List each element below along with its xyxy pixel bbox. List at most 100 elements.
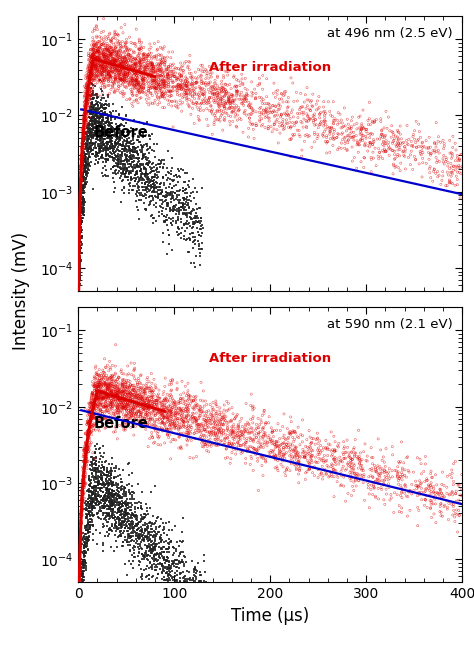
Point xyxy=(182,414,190,424)
Point xyxy=(89,413,97,423)
Point xyxy=(133,126,140,136)
Point xyxy=(101,375,109,386)
Point xyxy=(150,52,158,62)
Point xyxy=(82,453,90,463)
Point xyxy=(177,397,184,408)
Point xyxy=(436,492,444,502)
Point xyxy=(176,558,184,568)
Point xyxy=(331,457,339,467)
Point xyxy=(93,495,101,505)
Point xyxy=(83,441,91,452)
Point xyxy=(189,221,196,232)
Point xyxy=(85,490,92,501)
Point xyxy=(245,132,252,142)
Point xyxy=(147,212,155,222)
Point xyxy=(90,395,98,406)
Point xyxy=(83,88,91,98)
Point xyxy=(119,395,127,406)
Point xyxy=(79,597,86,607)
Point xyxy=(261,602,268,612)
Point xyxy=(146,518,153,528)
Point xyxy=(344,442,351,452)
Point xyxy=(187,581,195,591)
Point xyxy=(199,66,206,76)
Point xyxy=(207,83,215,93)
Point xyxy=(345,457,352,468)
Point xyxy=(188,83,196,94)
Point xyxy=(96,389,103,400)
Point xyxy=(172,170,180,180)
Point xyxy=(76,173,84,183)
Point xyxy=(287,310,294,320)
Point xyxy=(198,213,205,223)
Point xyxy=(165,573,173,583)
Point xyxy=(91,385,99,395)
Point xyxy=(341,121,349,131)
Point xyxy=(190,414,198,424)
Point xyxy=(94,67,102,78)
Point xyxy=(365,488,373,499)
Point xyxy=(100,377,107,388)
Point xyxy=(405,152,412,162)
Point xyxy=(133,166,140,176)
Point xyxy=(204,602,211,612)
Point xyxy=(296,465,303,476)
Point xyxy=(101,117,109,127)
Point xyxy=(82,116,90,126)
Point xyxy=(183,602,191,612)
Point xyxy=(85,425,92,435)
Point xyxy=(96,378,104,388)
Point xyxy=(130,386,138,396)
Point xyxy=(116,135,124,145)
Point xyxy=(112,132,119,142)
Point xyxy=(115,83,122,94)
Point xyxy=(436,602,443,612)
Point xyxy=(153,83,161,94)
Point xyxy=(132,404,140,414)
Point xyxy=(137,417,145,427)
Point xyxy=(137,409,145,419)
Point xyxy=(389,169,397,179)
Point xyxy=(81,100,88,110)
Point xyxy=(89,50,96,60)
Point xyxy=(100,492,108,502)
Point xyxy=(308,437,315,448)
Point xyxy=(76,222,83,232)
Point xyxy=(149,544,156,554)
Point xyxy=(182,56,190,67)
Point xyxy=(110,67,118,78)
Point xyxy=(142,400,150,410)
Point xyxy=(257,121,265,131)
Point xyxy=(111,384,118,395)
Point xyxy=(353,136,361,146)
Point xyxy=(118,58,126,68)
Point xyxy=(153,45,161,55)
Point xyxy=(125,133,133,143)
Point xyxy=(284,102,292,113)
Point xyxy=(137,166,144,176)
Point xyxy=(79,496,86,506)
Point xyxy=(193,187,201,197)
Point xyxy=(88,57,95,67)
Point xyxy=(320,457,328,467)
Point xyxy=(79,184,87,194)
Point xyxy=(136,67,143,77)
Point xyxy=(106,386,114,396)
Point xyxy=(127,502,134,512)
Point xyxy=(356,129,364,139)
Point xyxy=(84,137,92,147)
Point xyxy=(225,111,232,121)
Point xyxy=(179,602,186,612)
Point xyxy=(242,454,249,464)
Point xyxy=(75,573,83,584)
Point xyxy=(200,442,208,452)
Point xyxy=(82,496,90,507)
Point xyxy=(212,84,219,94)
Point xyxy=(119,144,127,154)
Point xyxy=(111,509,118,520)
Point xyxy=(121,386,129,397)
Point xyxy=(142,165,150,175)
Point xyxy=(118,380,126,390)
Point xyxy=(112,394,119,404)
Point xyxy=(89,496,97,506)
